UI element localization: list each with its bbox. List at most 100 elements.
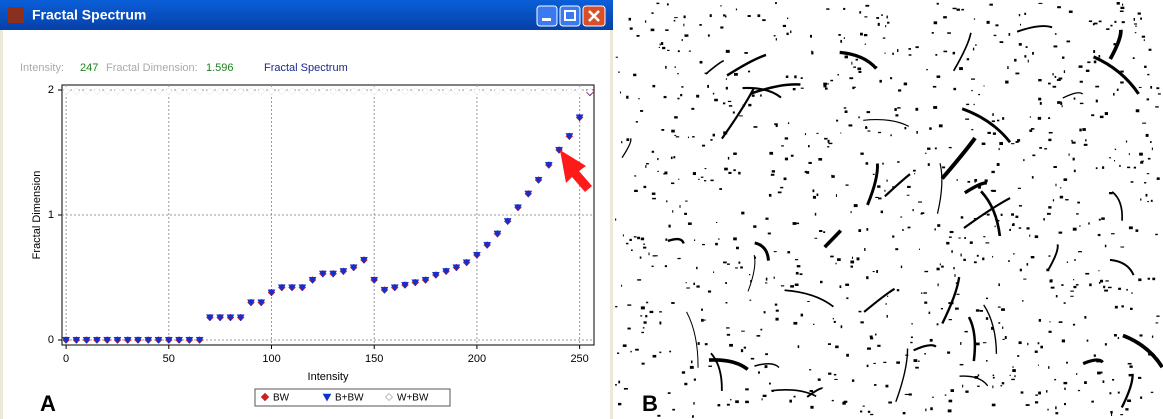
speck <box>963 258 966 261</box>
speck <box>991 403 996 407</box>
maximize-button[interactable] <box>559 5 581 27</box>
speck <box>1087 61 1091 64</box>
speck <box>1120 246 1125 248</box>
speck <box>1119 10 1124 13</box>
speck <box>660 42 664 45</box>
speck <box>674 66 676 68</box>
speck <box>1140 17 1143 20</box>
speck <box>725 15 727 18</box>
speck <box>808 161 812 164</box>
speck <box>1117 337 1120 340</box>
speck <box>908 393 912 396</box>
speck <box>657 170 659 172</box>
speck <box>831 175 835 178</box>
speck <box>876 17 880 19</box>
speck <box>916 131 918 134</box>
speck <box>962 384 964 388</box>
speck <box>809 34 813 38</box>
data-point <box>267 87 276 96</box>
speck <box>757 14 761 18</box>
speck <box>738 261 741 264</box>
speck <box>684 382 688 386</box>
speck <box>1157 93 1161 95</box>
speck <box>860 32 863 36</box>
speck <box>833 373 837 376</box>
speck <box>1113 334 1117 337</box>
data-point <box>205 314 214 322</box>
cell-stroke <box>1120 373 1134 409</box>
speck <box>1085 139 1087 142</box>
cell-stroke <box>1109 258 1135 276</box>
speck <box>991 120 995 123</box>
speck <box>785 75 789 79</box>
speck <box>941 265 944 268</box>
legend-label: W+BW <box>397 393 429 404</box>
maximize-glyph <box>564 10 576 21</box>
minimize-button[interactable] <box>536 5 558 27</box>
data-point <box>195 336 204 345</box>
speck <box>1156 87 1160 90</box>
speck <box>657 414 661 417</box>
speck <box>1050 279 1053 282</box>
speck <box>915 366 919 369</box>
speck <box>1001 382 1005 385</box>
speck <box>690 360 693 364</box>
speck <box>934 228 936 231</box>
speck <box>1083 143 1088 146</box>
speck <box>827 343 831 345</box>
speck <box>674 116 678 119</box>
speck <box>855 58 859 61</box>
speck <box>704 168 707 170</box>
speck <box>997 306 1001 308</box>
x-tick-label: 250 <box>570 353 588 365</box>
speck <box>674 17 678 19</box>
speck <box>622 234 624 237</box>
speck <box>635 348 639 351</box>
speck <box>683 15 686 19</box>
speck <box>867 130 871 132</box>
speck <box>1052 199 1055 202</box>
speck <box>990 189 994 192</box>
speck <box>783 177 787 181</box>
speck <box>807 300 810 302</box>
speck <box>866 276 869 280</box>
speck <box>1034 401 1039 404</box>
speck <box>1144 65 1147 68</box>
speck <box>618 71 620 73</box>
speck <box>947 409 952 413</box>
cell-stroke <box>963 181 988 195</box>
speck <box>1139 152 1143 156</box>
speck <box>640 237 645 241</box>
speck <box>750 357 755 360</box>
cell-stroke <box>784 289 834 308</box>
speck <box>1099 115 1104 119</box>
data-point <box>575 114 584 122</box>
speck <box>1037 364 1040 366</box>
speck <box>1113 43 1117 46</box>
speck <box>952 7 957 10</box>
speck <box>865 162 869 165</box>
speck <box>1127 362 1132 365</box>
speck <box>830 255 834 258</box>
speck <box>1086 339 1089 342</box>
speck <box>1009 228 1011 231</box>
speck <box>659 351 662 354</box>
data-point <box>360 256 368 265</box>
speck <box>1063 381 1068 385</box>
speck <box>615 305 618 308</box>
speck <box>1120 414 1124 416</box>
speck <box>678 257 681 260</box>
speck <box>992 374 995 377</box>
speck <box>872 271 875 273</box>
data-point <box>411 279 420 287</box>
speck <box>687 222 692 225</box>
speck <box>853 204 858 208</box>
speck <box>677 73 679 75</box>
speck <box>615 218 617 221</box>
speck <box>1078 251 1082 253</box>
speck <box>1072 157 1075 161</box>
data-point <box>236 314 245 322</box>
speck <box>651 12 654 14</box>
speck <box>644 20 647 23</box>
speck <box>1060 102 1063 105</box>
